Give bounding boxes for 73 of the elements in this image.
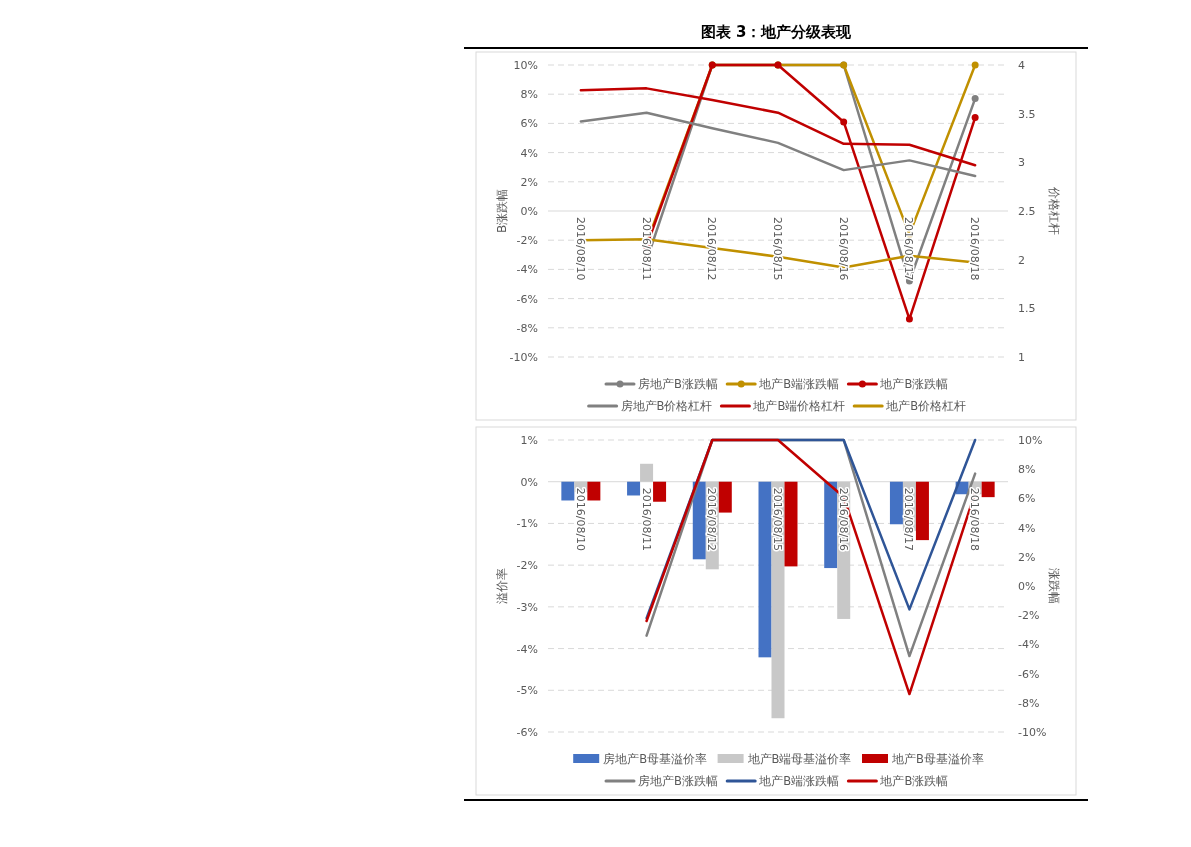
y2-axis-title: 涨跌幅: [1047, 568, 1061, 604]
y2-tick-label: 2%: [1018, 550, 1036, 564]
y-tick-label: 4%: [520, 146, 538, 160]
y2-tick-label: 3.5: [1018, 107, 1036, 121]
y-tick-label: -8%: [516, 321, 538, 335]
legend-label: 地产B端涨跌幅: [758, 774, 840, 788]
legend-label: 房地产B涨跌幅: [638, 774, 718, 788]
legend-label: 地产B母基溢价率: [891, 752, 984, 766]
y-tick-label: -6%: [516, 726, 538, 739]
y-tick-label: -2%: [516, 234, 538, 248]
y-tick-label: 6%: [520, 117, 538, 131]
y-tick-label: 1%: [520, 434, 538, 447]
x-tick-label: 2016/08/11: [639, 487, 653, 552]
y-axis-title: 溢价率: [495, 568, 509, 604]
y-tick-label: 0%: [520, 205, 538, 218]
legend-label: 地产B端涨跌幅: [758, 377, 840, 391]
x-tick-label: 2016/08/10: [573, 217, 587, 281]
y-tick-label: -1%: [516, 517, 538, 531]
y2-tick-label: 0%: [1018, 580, 1036, 593]
y2-tick-label: 4: [1018, 59, 1025, 72]
y2-tick-label: 1.5: [1018, 302, 1036, 316]
x-tick-label: 2016/08/16: [836, 217, 850, 281]
y2-tick-label: 4%: [1018, 521, 1036, 535]
legend-label: 地产B端价格杠杆: [752, 399, 846, 413]
y-axis-title: B涨跌幅: [495, 188, 509, 234]
x-tick-label: 2016/08/18: [968, 217, 982, 281]
x-tick-label: 2016/08/16: [836, 487, 850, 552]
y-tick-label: -4%: [516, 642, 538, 656]
x-tick-label: 2016/08/17: [902, 217, 916, 281]
y2-tick-label: 6%: [1018, 492, 1036, 506]
point: [971, 61, 979, 69]
y2-tick-label: -10%: [1018, 726, 1047, 739]
y2-tick-label: 2: [1018, 253, 1025, 267]
y2-tick-label: 3: [1018, 156, 1025, 170]
y2-tick-label: 1: [1018, 351, 1025, 364]
point: [971, 114, 979, 122]
x-tick-label: 2016/08/12: [705, 487, 719, 552]
x-tick-label: 2016/08/17: [902, 487, 916, 552]
legend-label: 房地产B价格杠杆: [620, 399, 713, 413]
y2-tick-label: -2%: [1018, 609, 1040, 623]
point: [840, 118, 848, 126]
y2-tick-label: 2.5: [1018, 205, 1036, 218]
y-tick-label: 0%: [520, 475, 538, 489]
y-tick-label: 2%: [520, 175, 538, 189]
y-tick-label: -6%: [516, 292, 538, 306]
y-tick-label: -3%: [516, 600, 538, 614]
legend-label: 房地产B母基溢价率: [603, 752, 708, 766]
y2-tick-label: 8%: [1018, 463, 1036, 477]
y2-axis-title: 价格杠杆: [1047, 186, 1061, 235]
legend-label: 地产B价格杠杆: [885, 399, 967, 413]
x-tick-label: 2016/08/11: [639, 217, 653, 281]
legend-label: 地产B涨跌幅: [879, 774, 949, 788]
legend-label: 地产B涨跌幅: [879, 377, 949, 391]
y-tick-label: -10%: [509, 351, 538, 364]
point: [971, 95, 979, 103]
legend-label: 地产B端母基溢价率: [746, 752, 852, 766]
x-tick-label: 2016/08/12: [705, 217, 719, 281]
legend-label: 房地产B涨跌幅: [638, 377, 718, 391]
x-tick-label: 2016/08/15: [771, 217, 784, 281]
point: [905, 315, 913, 323]
y-tick-label: 10%: [513, 59, 538, 72]
x-tick-label: 2016/08/18: [968, 487, 982, 552]
x-tick-label: 2016/08/10: [573, 487, 587, 552]
chart-title: 图表 3：地产分级表现: [700, 23, 853, 41]
x-tick-label: 2016/08/15: [771, 487, 784, 552]
y2-tick-label: -6%: [1018, 667, 1040, 681]
y2-tick-label: 10%: [1018, 434, 1043, 447]
y2-tick-label: -4%: [1018, 638, 1040, 652]
y-tick-label: -5%: [516, 684, 538, 698]
y2-tick-label: -8%: [1018, 696, 1040, 710]
y-tick-label: -2%: [516, 559, 538, 573]
y-tick-label: -4%: [516, 263, 538, 277]
y-tick-label: 8%: [520, 88, 538, 102]
